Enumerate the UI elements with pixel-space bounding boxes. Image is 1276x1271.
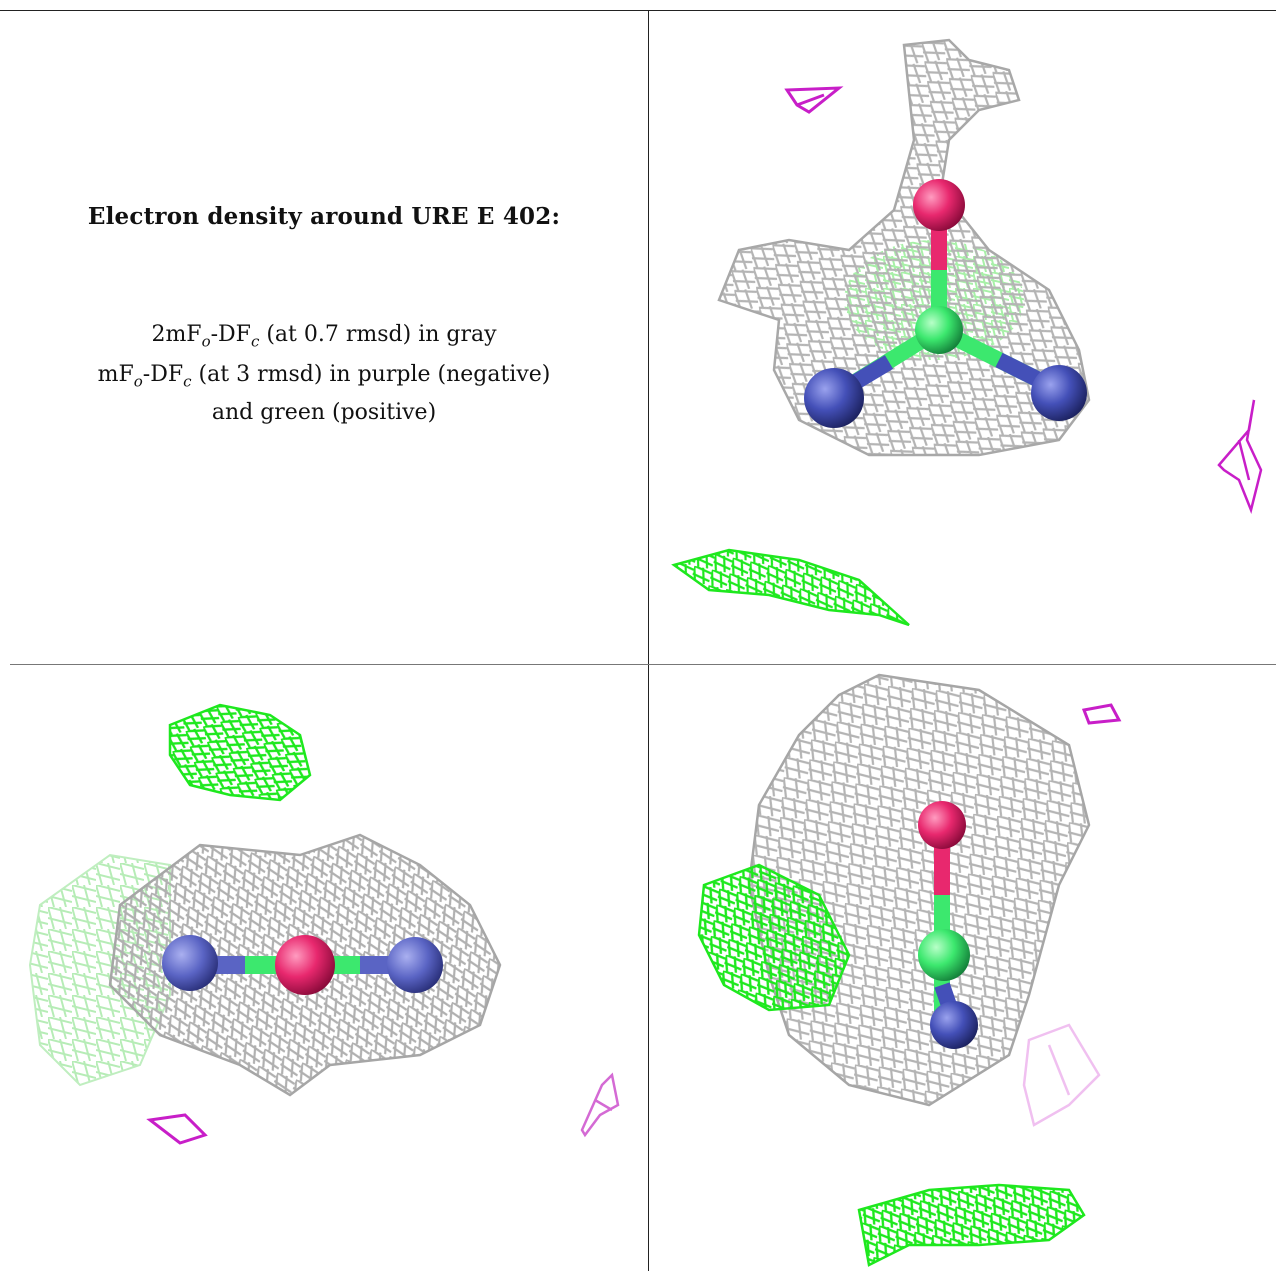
oxygen-atom <box>275 935 335 995</box>
oxygen-atom <box>913 179 965 231</box>
purple-density-right <box>1217 399 1263 515</box>
purple-density-faint <box>1022 1023 1101 1127</box>
caption-cell: Electron density around URE E 402: 2mFo-… <box>0 0 648 664</box>
caption-line-gray: 2mFo-DFc (at 0.7 rmsd) in gray <box>0 322 648 350</box>
density-render-bottom-left <box>28 703 620 1145</box>
line1-sub2: c <box>250 332 260 351</box>
line2-c: (at 3 rmsd) in purple (negative) <box>191 362 551 387</box>
nitrogen-atom-right <box>387 937 443 993</box>
view-bottom-right <box>649 665 1276 1271</box>
caption-line-purple: mFo-DFc (at 3 rmsd) in purple (negative) <box>0 362 648 390</box>
caption-line-green: and green (positive) <box>211 400 437 425</box>
line1-b: -DF <box>210 322 251 347</box>
horizontal-divider <box>10 664 1276 665</box>
purple-density-top <box>1081 703 1122 725</box>
vertical-divider <box>648 10 649 1271</box>
line1-c: (at 0.7 rmsd) in gray <box>259 322 497 347</box>
nitrogen-atom <box>930 1001 978 1049</box>
line2-b: -DF <box>142 362 184 387</box>
gray-density-cage <box>747 673 1091 1107</box>
line1-a: 2mF <box>151 322 202 347</box>
density-render-bottom-right <box>697 673 1122 1267</box>
line1-sub1: o <box>201 332 211 351</box>
purple-density-top <box>784 86 844 114</box>
oxygen-atom <box>918 801 966 849</box>
line2-sub1: o <box>133 372 143 391</box>
carbon-atom <box>915 306 963 354</box>
line2-sub2: c <box>183 372 192 391</box>
purple-density-left <box>146 1113 208 1145</box>
green-density-bottom <box>857 1183 1086 1267</box>
view-bottom-left <box>0 665 648 1271</box>
nitrogen-atom-right <box>1031 365 1087 421</box>
nitrogen-atom-left <box>162 935 218 991</box>
green-density-top <box>168 703 312 802</box>
purple-density-right <box>580 1072 620 1138</box>
caption: Electron density around URE E 402: 2mFo-… <box>0 0 648 664</box>
carbon-atom <box>918 929 970 981</box>
density-render-top-right <box>671 38 1263 627</box>
caption-title: Electron density around URE E 402: <box>87 203 561 230</box>
view-top-right <box>649 0 1276 664</box>
line2-a: mF <box>97 362 134 387</box>
nitrogen-atom-left <box>804 368 864 428</box>
green-density-bottom <box>671 548 910 627</box>
top-border <box>0 10 1276 11</box>
green-density-left <box>697 863 851 1012</box>
